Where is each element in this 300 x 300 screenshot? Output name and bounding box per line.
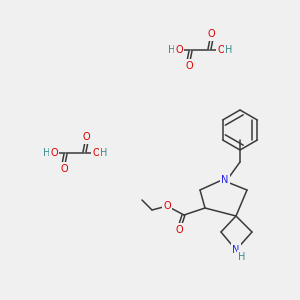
Text: H: H bbox=[43, 148, 51, 158]
Text: O: O bbox=[92, 148, 100, 158]
Text: O: O bbox=[207, 29, 215, 39]
Text: N: N bbox=[221, 175, 229, 185]
Text: H: H bbox=[225, 45, 233, 55]
Text: H: H bbox=[168, 45, 176, 55]
Text: H: H bbox=[100, 148, 108, 158]
Text: O: O bbox=[163, 201, 171, 211]
Text: H: H bbox=[238, 252, 246, 262]
Text: O: O bbox=[185, 61, 193, 71]
Text: N: N bbox=[232, 245, 240, 255]
Text: O: O bbox=[50, 148, 58, 158]
Text: O: O bbox=[217, 45, 225, 55]
Text: O: O bbox=[60, 164, 68, 174]
Text: O: O bbox=[175, 45, 183, 55]
Text: O: O bbox=[82, 132, 90, 142]
Text: O: O bbox=[175, 225, 183, 235]
